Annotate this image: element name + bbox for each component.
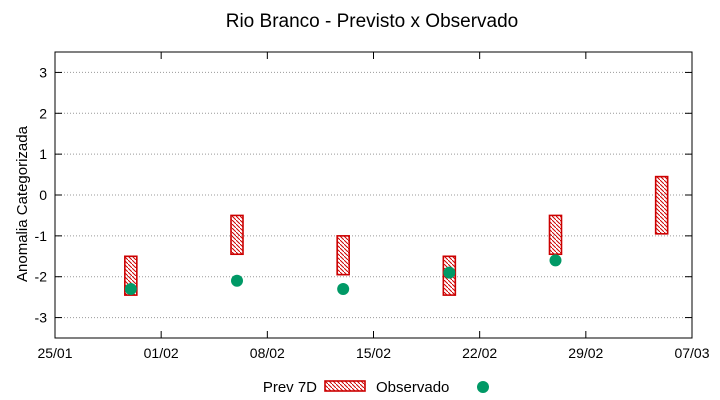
legend-label-observed: Observado (376, 379, 449, 396)
observed-point (337, 282, 350, 295)
legend: Prev 7D Observado (263, 379, 489, 396)
observed-point (231, 274, 243, 287)
forecast-range-box (548, 214, 563, 256)
y-tick-label: 1 (39, 146, 47, 162)
x-tick-label: 25/01 (37, 345, 72, 361)
plot-area: -3 -2 -1 0 1 2 3 25/01 01/02 08/02 15/02 22/02 29/02… (35, 51, 710, 361)
forecast-range-box (654, 175, 669, 235)
observed-point (549, 254, 562, 267)
chart-title: Rio Branco - Previsto x Observado (226, 11, 519, 32)
legend-label-forecast: Prev 7D (263, 379, 317, 396)
y-tick-label: 0 (39, 187, 47, 203)
y-tick-label: 2 (39, 105, 47, 121)
x-tick-label: 22/02 (462, 345, 497, 361)
y-axis-label: Anomalia Categorizada (14, 125, 31, 282)
legend-swatch-observed (477, 381, 489, 393)
forecast-range-box (336, 235, 350, 276)
y-tick-label: -2 (35, 269, 48, 285)
observed-point (443, 266, 456, 279)
y-tick-label: -1 (35, 228, 48, 244)
x-tick-label: 29/02 (568, 345, 603, 361)
x-tick-label: 08/02 (250, 345, 285, 361)
legend-swatch-forecast (324, 380, 366, 392)
x-tick-label: 15/02 (356, 345, 391, 361)
forecast-range-box (230, 214, 244, 256)
plot-border (54, 51, 693, 339)
x-tick-label: 07/03 (674, 345, 709, 361)
x-tick-label: 01/02 (144, 345, 179, 361)
y-tick-label: -3 (35, 310, 48, 326)
observed-point (124, 282, 137, 295)
y-tick-label: 3 (39, 64, 47, 80)
